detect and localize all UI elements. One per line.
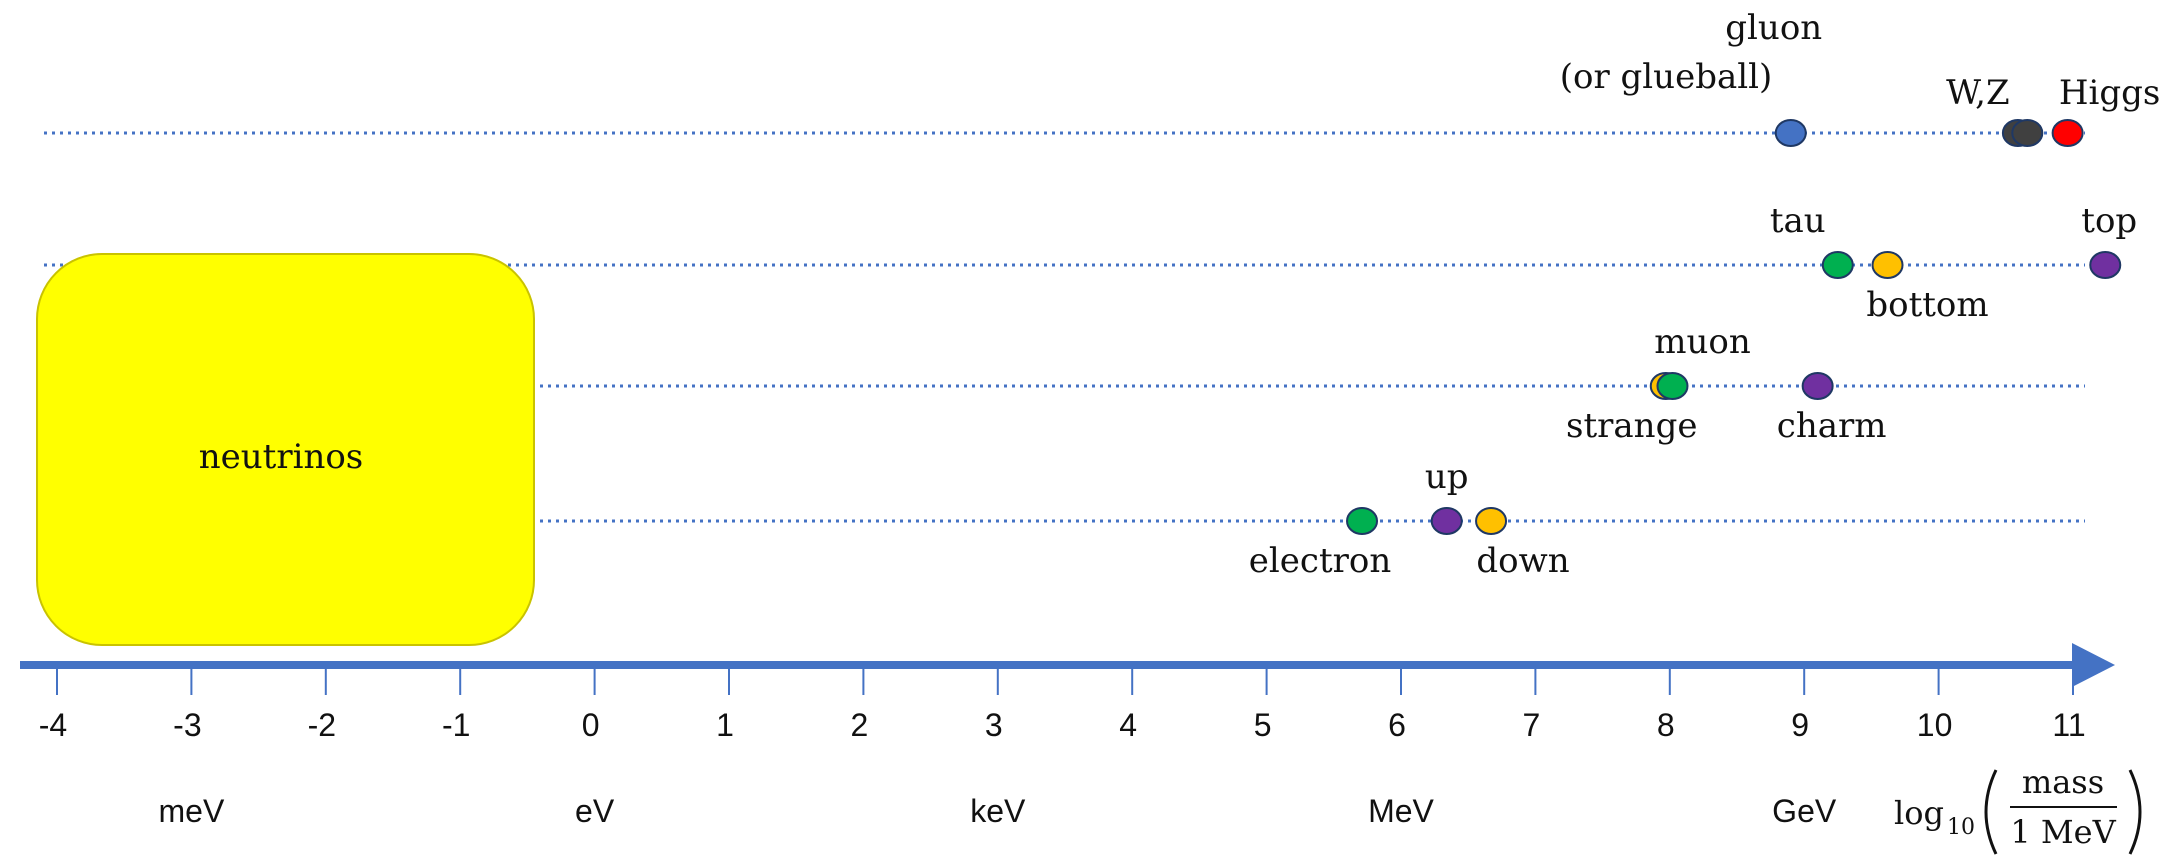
particle-dot-charm (1801, 372, 1834, 400)
unit-label-gev: GeV (1772, 793, 1837, 829)
axis-tick-label: 11 (2052, 707, 2085, 743)
axis-tick-label: 1 (716, 707, 734, 743)
axis-tick-label: 7 (1523, 707, 1541, 743)
axis-units: meV eV keV MeV GeV (159, 793, 1837, 829)
gluon-label-line2: (or glueball) (1560, 57, 1773, 97)
particle-dot-z (2011, 119, 2044, 147)
neutrino-label: neutrinos (199, 437, 364, 477)
unit-label-kev: keV (970, 793, 1026, 829)
particle-label-higgs: Higgs (2059, 73, 2161, 113)
axis-tick-label: -1 (442, 707, 470, 743)
particle-dot-muon (1656, 372, 1689, 400)
axis-tick-label: 9 (1791, 707, 1809, 743)
axis-title-numerator: mass (2022, 763, 2104, 801)
particle-label-gluon: gluon (1725, 8, 1822, 48)
particle-label-muon: muon (1654, 322, 1751, 362)
axis-ticks: -4 -3 -2 -1 0 1 2 3 4 5 6 7 8 9 10 11 (39, 664, 2086, 743)
particle-label-strange: strange (1566, 406, 1697, 446)
axis-tick-label: 4 (1119, 707, 1137, 743)
axis-tick-label: 8 (1657, 707, 1675, 743)
axis-tick-label: 10 (1917, 707, 1953, 743)
particle-label-charm: charm (1777, 406, 1887, 446)
axis-title-denominator: 1 MeV (2010, 813, 2116, 851)
axis-tick-label: 5 (1254, 707, 1272, 743)
particles: electron up down strange muon charm tau bottom t… (1249, 8, 2161, 581)
unit-label-mev: MeV (1368, 793, 1434, 829)
unit-label-ev: eV (575, 793, 615, 829)
particle-dot-tau (1821, 251, 1854, 279)
axis-tick-label: 3 (985, 707, 1003, 743)
particle-label-top: top (2081, 201, 2137, 241)
axis-tick-label: -2 (308, 707, 336, 743)
particle-dot-up (1430, 507, 1463, 535)
particle-dot-top (2089, 251, 2122, 279)
axis-title: log 10 mass 1 MeV (1894, 763, 2142, 855)
axis-title-log: log (1894, 794, 1944, 832)
particle-dot-higgs (2051, 119, 2084, 147)
particle-dot-electron (1346, 507, 1379, 535)
axis-tick-label: 0 (582, 707, 600, 743)
axis-tick-label: 6 (1388, 707, 1406, 743)
unit-label-mev: meV (159, 793, 225, 829)
axis-title-left-paren (1984, 769, 1998, 855)
axis-title-sub: 10 (1947, 815, 1975, 840)
particle-label-up: up (1425, 457, 1469, 497)
particle-label-tau: tau (1770, 201, 1826, 241)
particle-dot-down (1475, 507, 1508, 535)
particle-label-w: W,Z (1946, 73, 2009, 113)
axis-tick-label: 2 (851, 707, 869, 743)
particle-label-down: down (1476, 541, 1569, 581)
neutrino-region (36, 253, 535, 646)
particle-label-electron: electron (1249, 541, 1391, 581)
axis-arrowhead (2072, 643, 2115, 687)
particle-label-bottom: bottom (1866, 285, 1988, 325)
particle-dot-gluon (1774, 119, 1807, 147)
axis-tick-label: -4 (39, 707, 67, 743)
axis-title-right-paren (2128, 769, 2142, 855)
axis-tick-label: -3 (173, 707, 201, 743)
particle-dot-bottom (1871, 251, 1904, 279)
